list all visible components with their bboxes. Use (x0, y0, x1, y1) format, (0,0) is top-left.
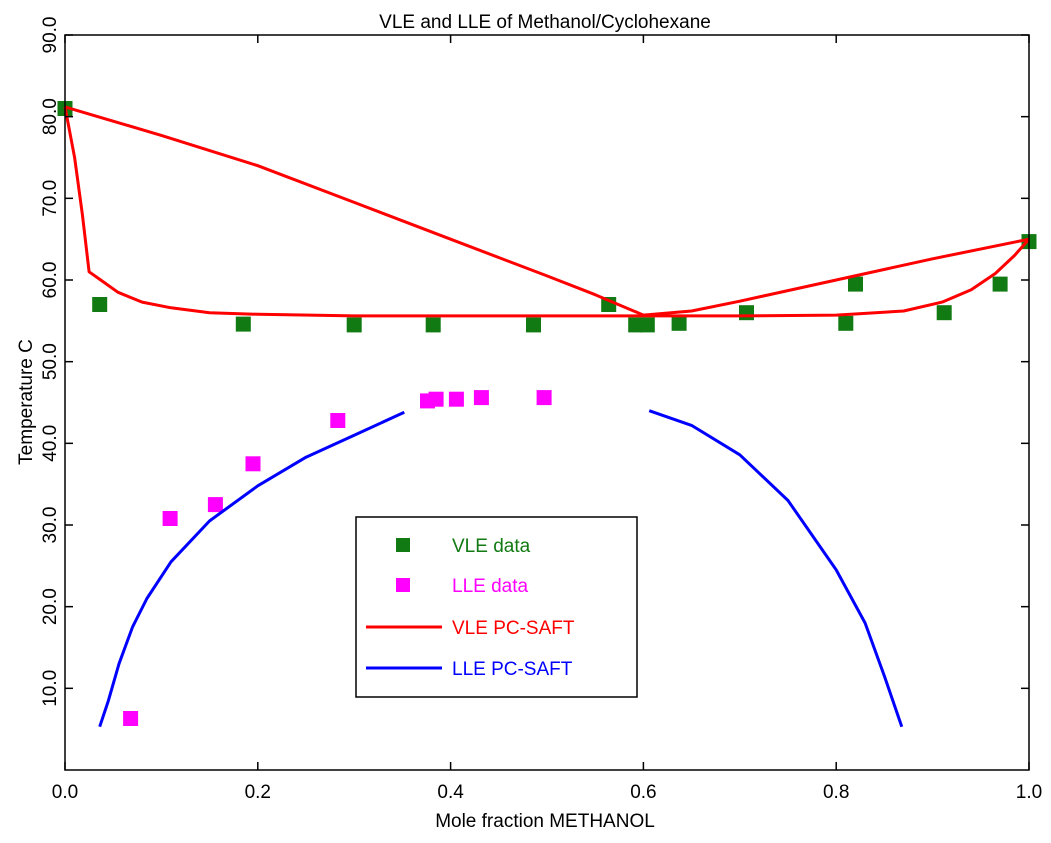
vle-data-point-8 (639, 317, 655, 333)
x-tick-label-5: 1.0 (1016, 782, 1042, 803)
y-axis-title: Temperature C (16, 339, 37, 465)
y-tick-label-5: 60.0 (40, 262, 61, 299)
vle-data-point-11 (838, 315, 854, 331)
chart-title: VLE and LLE of Methanol/Cyclohexane (379, 12, 711, 33)
vle-data-point-5 (526, 317, 541, 333)
y-tick-label-1: 20.0 (40, 588, 61, 625)
vle-data-point-7 (628, 317, 644, 333)
legend: VLE data LLE data VLE PC-SAFT LLE PC-SAFT (355, 516, 638, 698)
vle-data-point-2 (235, 316, 251, 332)
legend-swatch-vle-data (396, 538, 410, 552)
lle-data-point-3 (245, 456, 261, 472)
legend-label-lle-pc-saft: LLE PC-SAFT (452, 659, 573, 680)
legend-label-lle-data: LLE data (452, 576, 528, 597)
x-tick-label-0: 0.0 (52, 782, 78, 803)
lle-data-point-9 (536, 390, 552, 406)
lle-data-point-2 (207, 497, 223, 513)
legend-label-vle-data: VLE data (452, 536, 531, 557)
y-tick-label-2: 30.0 (40, 507, 61, 544)
lle-data-point-6 (428, 391, 444, 407)
vle-data-point-3 (346, 317, 362, 333)
lle-data-point-7 (448, 391, 464, 407)
vle-data-point-1 (92, 297, 108, 312)
y-tick-label-0: 10.0 (40, 670, 61, 707)
plot-area (57, 101, 1037, 728)
vle-pc-saft-curve-0 (63, 106, 1031, 318)
lle-pc-saft-curve-0 (98, 410, 405, 728)
vle-data-point-12 (848, 276, 863, 292)
vle-data-point-14 (992, 276, 1008, 292)
x-tick-label-1: 0.2 (245, 782, 271, 803)
legend-swatch-lle-data (396, 578, 410, 592)
lle-data-point-4 (330, 413, 346, 428)
lle-data-point-1 (162, 511, 178, 526)
vle-pc-saft-curve-1 (64, 105, 1030, 317)
lle-pc-saft-curve-1 (648, 409, 904, 728)
vle-data-point-13 (936, 305, 952, 321)
x-axis-title: Mole fraction METHANOL (435, 811, 655, 832)
legend-label-vle-pc-saft: VLE PC-SAFT (452, 618, 575, 639)
vle-data-point-4 (425, 317, 441, 333)
axes-frame (64, 34, 1030, 771)
vle-data-point-10 (739, 305, 754, 321)
y-tick-label-3: 40.0 (40, 425, 61, 462)
axis-ticks: 0.0 0.2 0.4 0.6 0.8 1.0 10.0 20.0 30.0 40.0 50.0 60… (40, 17, 1042, 803)
y-tick-label-4: 50.0 (40, 343, 61, 380)
y-tick-label-6: 70.0 (40, 180, 61, 217)
x-tick-label-2: 0.4 (437, 782, 464, 803)
lle-data-point-0 (123, 711, 139, 726)
vle-data-point-9 (671, 315, 687, 331)
y-tick-label-8: 90.0 (40, 17, 61, 54)
lle-data-point-8 (473, 390, 489, 406)
x-tick-label-4: 0.8 (823, 782, 849, 803)
x-tick-label-3: 0.6 (630, 782, 656, 803)
y-tick-label-7: 80.0 (40, 98, 61, 135)
